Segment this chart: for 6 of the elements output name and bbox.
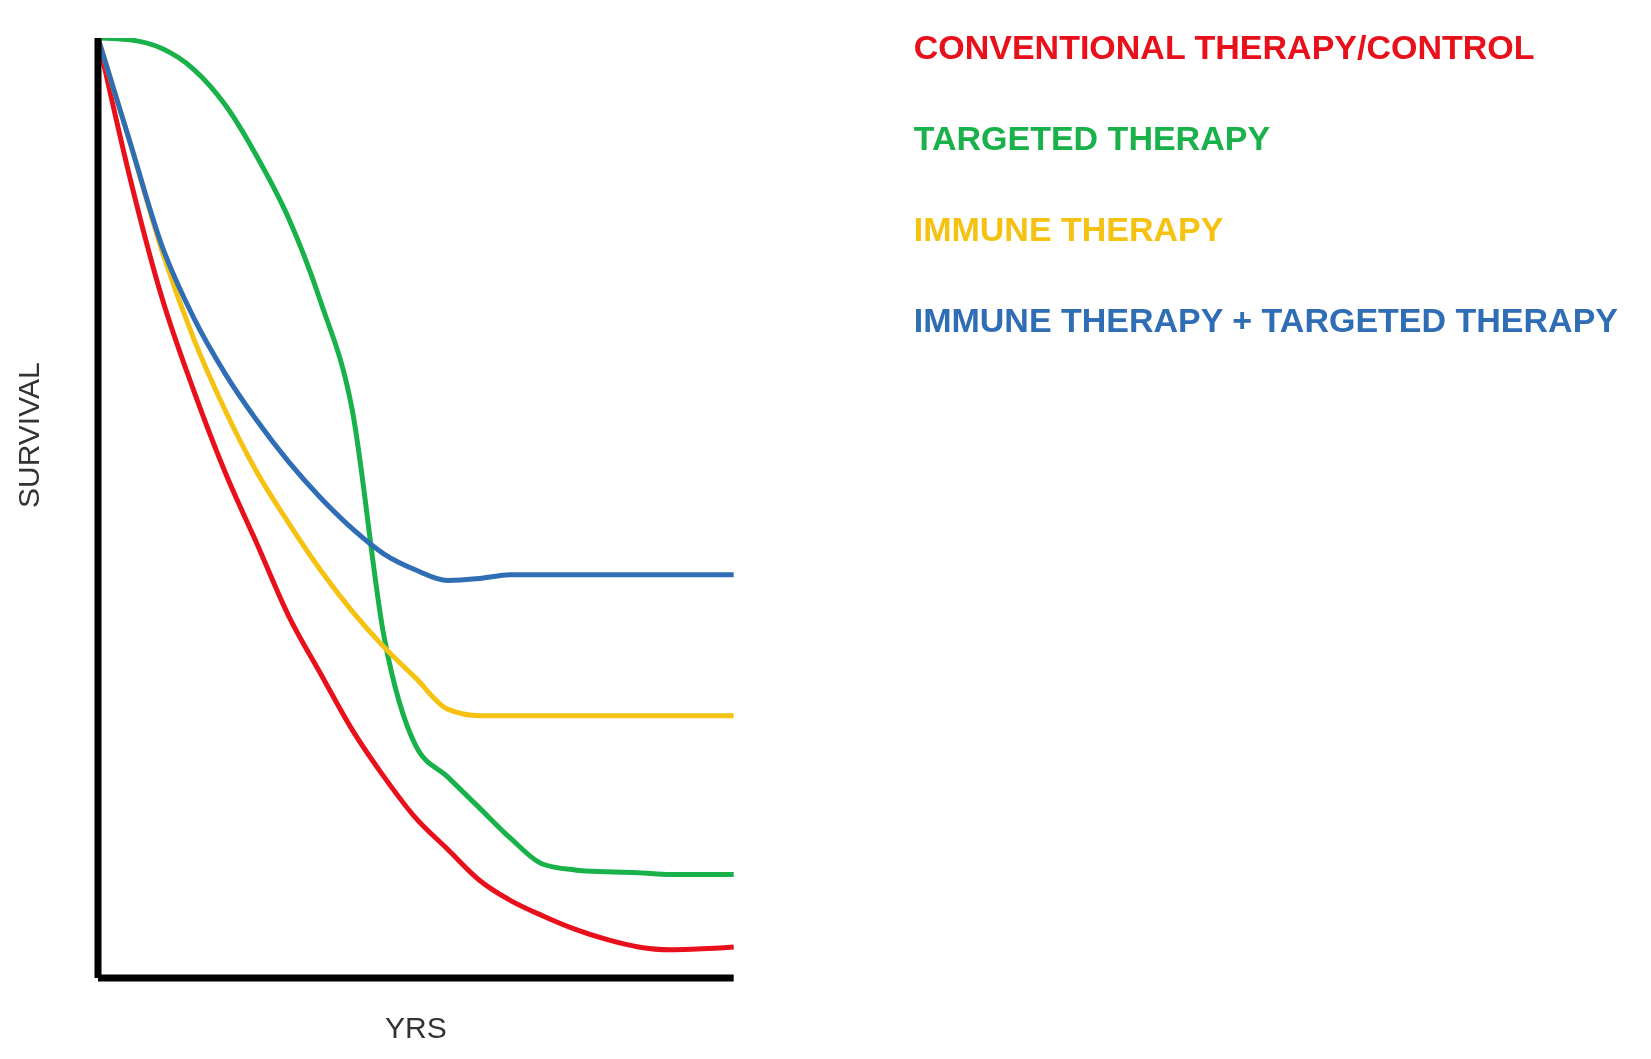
x-axis-title: YRS bbox=[385, 1011, 447, 1044]
y-axis-title: SURVIVAL bbox=[11, 362, 45, 508]
text: TARGETED THERAPY bbox=[913, 119, 1272, 158]
text: CONVENTIONAL THERAPY/CONTROL bbox=[913, 28, 1536, 67]
text: IMMUNE THERAPY bbox=[913, 210, 1225, 249]
text: IMMUNE THERAPY + TARGETED THERAPY bbox=[913, 301, 1618, 340]
